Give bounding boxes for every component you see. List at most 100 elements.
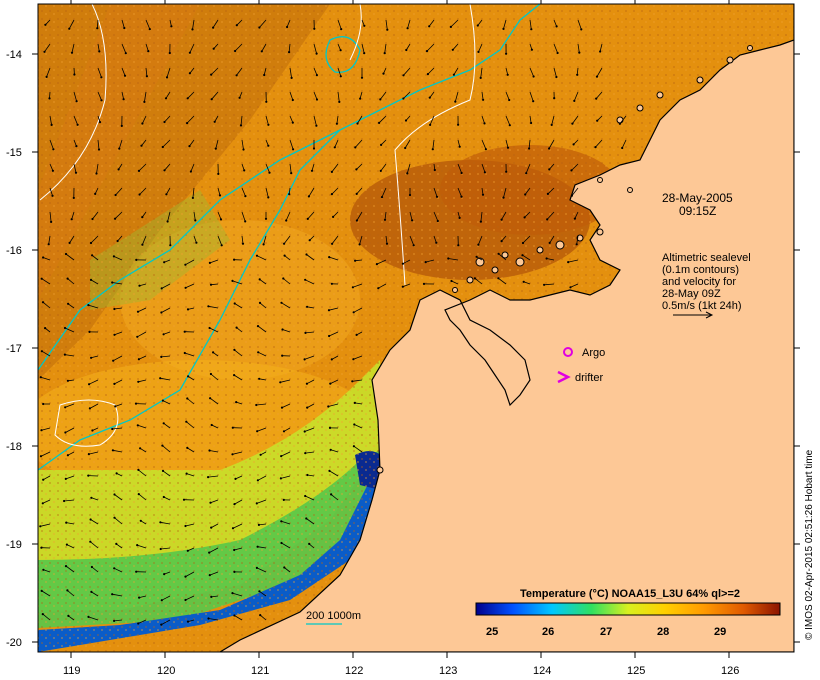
- velocity-arrows: [39, 19, 627, 626]
- velocity-arrow: [187, 91, 195, 99]
- velocity-arrow-head: [188, 145, 191, 148]
- velocity-arrow-head: [256, 545, 259, 548]
- velocity-arrow: [121, 19, 125, 29]
- velocity-arrow: [241, 235, 244, 244]
- velocity-arrow-head: [555, 25, 558, 28]
- velocity-arrow: [121, 67, 126, 76]
- velocity-arrow-head: [89, 241, 93, 245]
- velocity-arrow-head: [315, 74, 318, 77]
- velocity-arrow: [355, 139, 363, 148]
- velocity-arrow-head: [528, 147, 531, 150]
- velocity-arrow: [117, 235, 123, 242]
- velocity-arrow: [113, 256, 123, 261]
- velocity-arrow: [265, 163, 270, 173]
- x-label-122: 122: [345, 665, 363, 677]
- velocity-arrow: [114, 307, 123, 310]
- velocity-arrow-head: [135, 570, 138, 573]
- velocity-arrow-head: [138, 596, 141, 599]
- velocity-arrow: [141, 139, 147, 146]
- y-label-19: -19: [6, 539, 22, 551]
- velocity-arrow-head: [502, 196, 505, 199]
- velocity-arrow: [503, 187, 507, 198]
- velocity-arrow: [503, 19, 507, 30]
- velocity-arrow-head: [75, 145, 78, 148]
- velocity-arrow-head: [548, 168, 551, 171]
- velocity-arrow: [43, 569, 51, 573]
- velocity-arrow-head: [258, 377, 261, 380]
- velocity-arrow-head: [186, 122, 189, 125]
- velocity-arrow-head: [379, 98, 382, 101]
- velocity-arrow-head: [404, 119, 408, 122]
- velocity-arrow-head: [70, 218, 73, 221]
- velocity-arrow: [162, 470, 171, 477]
- velocity-arrow-head: [308, 239, 311, 242]
- velocity-arrow: [328, 331, 339, 337]
- velocity-arrow: [46, 67, 51, 78]
- velocity-arrow: [284, 567, 291, 573]
- velocity-arrow: [257, 475, 267, 481]
- velocity-arrow-head: [234, 49, 237, 53]
- velocity-arrow: [96, 19, 99, 29]
- velocity-arrow-head: [160, 287, 163, 290]
- velocity-arrow-head: [351, 380, 354, 383]
- velocity-arrow: [289, 115, 294, 123]
- velocity-arrow: [313, 43, 317, 54]
- velocity-arrow: [209, 571, 219, 576]
- velocity-arrow: [145, 43, 149, 52]
- velocity-arrow-head: [114, 193, 117, 197]
- argo-marker[interactable]: [563, 347, 573, 357]
- velocity-arrow-head: [120, 124, 123, 127]
- velocity-arrow-head: [280, 301, 283, 304]
- velocity-arrow: [353, 445, 363, 453]
- drifter-marker[interactable]: [557, 370, 571, 384]
- velocity-arrow: [217, 211, 222, 220]
- velocity-arrow: [336, 115, 339, 124]
- velocity-arrow-head: [460, 195, 463, 198]
- velocity-arrow-head: [524, 193, 527, 196]
- velocity-arrow-head: [283, 566, 286, 569]
- velocity-arrow-head: [353, 423, 356, 426]
- velocity-arrow-head: [213, 120, 216, 123]
- velocity-arrow-head: [113, 382, 116, 385]
- velocity-arrow: [548, 139, 555, 149]
- velocity-arrow: [160, 547, 171, 550]
- velocity-arrow-head: [74, 171, 78, 174]
- velocity-arrow-head: [383, 218, 387, 221]
- depth-contours-label: 200 1000m: [306, 610, 361, 622]
- velocity-arrow: [354, 402, 363, 405]
- velocity-arrow-head: [255, 403, 258, 407]
- velocity-arrow-head: [70, 51, 74, 54]
- velocity-arrow-head: [530, 28, 533, 31]
- velocity-arrow: [331, 355, 339, 360]
- velocity-arrow-head: [477, 243, 480, 246]
- velocity-arrow: [232, 592, 243, 597]
- velocity-arrow: [429, 91, 435, 98]
- velocity-arrow-head: [522, 280, 525, 283]
- sealevel-contour-4: [349, 4, 362, 61]
- velocity-arrow: [137, 331, 147, 338]
- velocity-arrow-head: [328, 426, 332, 429]
- velocity-arrow-head: [358, 243, 361, 246]
- velocity-arrow-head: [313, 27, 316, 30]
- velocity-arrow: [185, 523, 195, 527]
- velocity-arrow-head: [567, 261, 570, 264]
- velocity-arrow: [139, 187, 147, 195]
- velocity-arrow: [574, 211, 579, 219]
- velocity-arrow-head: [233, 374, 236, 377]
- velocity-arrow-head: [210, 526, 213, 529]
- velocity-arrow: [88, 379, 99, 385]
- velocity-arrow: [571, 163, 579, 171]
- velocity-arrow-head: [118, 147, 121, 150]
- velocity-arrow: [91, 566, 99, 573]
- velocity-arrow-head: [571, 122, 574, 125]
- velocity-arrow: [121, 91, 124, 100]
- velocity-arrow: [337, 91, 340, 102]
- velocity-arrow: [481, 139, 487, 150]
- velocity-arrow: [139, 595, 147, 598]
- velocity-arrow: [145, 67, 148, 77]
- velocity-arrow-head: [282, 430, 286, 433]
- velocity-arrow-head: [355, 219, 358, 222]
- velocity-arrow-head: [170, 25, 173, 28]
- colorbar-tick-26: 26: [542, 626, 554, 638]
- velocity-arrow: [69, 235, 75, 244]
